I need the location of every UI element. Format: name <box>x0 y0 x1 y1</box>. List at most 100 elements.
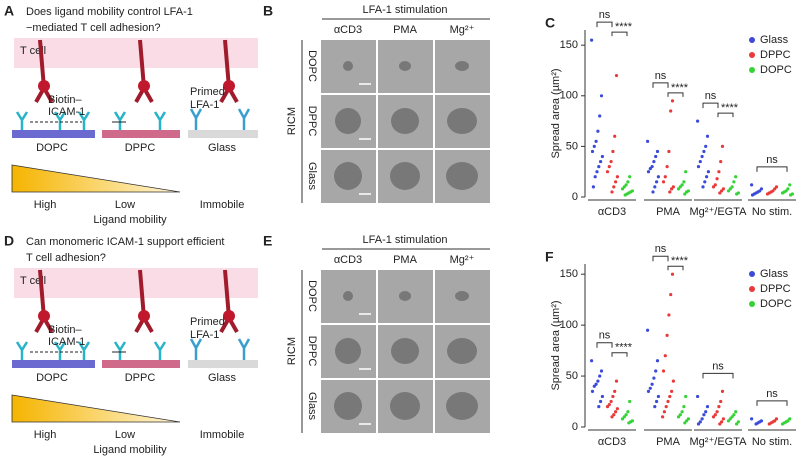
x-tick-label: No stim. <box>752 206 792 218</box>
legend-label: Glass <box>760 34 789 46</box>
legend-marker <box>749 67 755 73</box>
data-point <box>654 369 658 373</box>
data-point <box>599 369 604 373</box>
data-point <box>711 415 716 419</box>
data-point <box>646 170 651 174</box>
data-point <box>734 410 738 414</box>
data-point <box>765 192 770 196</box>
data-point <box>750 417 754 421</box>
x-tick-label: αCD3 <box>598 206 626 218</box>
antibody-head <box>38 310 50 322</box>
mobility-label: Low <box>115 199 135 211</box>
significance: ns <box>599 9 611 21</box>
mobility-wedge <box>11 394 181 423</box>
data-point <box>626 410 630 414</box>
data-point <box>628 399 632 404</box>
data-point <box>592 144 596 148</box>
legend-marker <box>749 37 755 43</box>
bracket <box>702 102 719 109</box>
data-point <box>592 384 596 388</box>
data-point <box>669 292 673 297</box>
data-point <box>655 149 660 154</box>
data-point <box>627 421 631 425</box>
column-label: Mg²⁺ <box>450 254 475 266</box>
legend-marker <box>749 52 755 58</box>
antibody-head <box>138 310 150 322</box>
cell-footprint <box>455 291 469 301</box>
receptor <box>189 338 203 360</box>
data-point <box>715 177 719 181</box>
data-point <box>676 187 681 191</box>
grid-header: LFA-1 stimulation <box>363 234 448 246</box>
data-point <box>671 379 676 383</box>
antibody-head <box>223 310 235 322</box>
data-point <box>623 193 627 197</box>
data-point <box>614 379 619 383</box>
data-point <box>590 389 595 393</box>
data-point <box>701 185 705 189</box>
surface-label: Glass <box>208 142 237 154</box>
significance: **** <box>671 82 689 94</box>
cell-footprint <box>343 61 353 71</box>
panel-letter: B <box>263 3 273 19</box>
data-point <box>661 415 665 419</box>
antibody-head <box>38 80 50 92</box>
data-point <box>662 410 667 414</box>
cell-footprint <box>335 108 361 134</box>
data-point <box>611 394 615 399</box>
data-point <box>666 399 670 404</box>
y-tick-label: 100 <box>560 90 578 102</box>
data-point <box>597 405 601 409</box>
data-point <box>780 422 785 426</box>
data-point <box>614 410 618 414</box>
ligand <box>53 111 67 130</box>
cell-band <box>14 38 258 68</box>
panel-letter: C <box>545 15 555 31</box>
data-point <box>593 175 597 179</box>
mobility-axis: Ligand mobility <box>93 214 167 226</box>
antibody-head <box>223 80 235 92</box>
cell-footprint <box>343 291 353 301</box>
x-tick-label: αCD3 <box>598 436 626 448</box>
legend-label: DOPC <box>760 64 792 76</box>
column-label: PMA <box>393 254 418 266</box>
data-point <box>610 190 614 194</box>
cell-footprint <box>446 162 478 190</box>
cell-footprint <box>447 338 477 364</box>
data-point <box>767 422 771 426</box>
legend-label: DPPC <box>760 49 791 61</box>
data-point <box>611 149 615 154</box>
legend-marker <box>749 271 755 277</box>
column-label: αCD3 <box>334 24 362 36</box>
data-point <box>718 191 722 195</box>
data-point <box>754 422 758 426</box>
data-point <box>599 399 603 404</box>
data-point <box>668 394 672 399</box>
x-tick-label: Mg²⁺/EGTA <box>690 206 748 218</box>
surface-label: DPPC <box>125 372 156 384</box>
bracket <box>667 92 684 97</box>
data-point <box>705 175 709 179</box>
data-point <box>719 159 723 164</box>
data-point <box>683 421 687 425</box>
surface-label: DPPC <box>125 142 156 154</box>
data-point <box>735 422 739 426</box>
surface-label: Glass <box>208 372 237 384</box>
bracket <box>652 82 669 88</box>
data-point <box>668 190 672 194</box>
data-point <box>711 185 716 189</box>
data-point <box>664 405 668 409</box>
data-point <box>704 410 708 414</box>
data-point <box>605 170 610 174</box>
membrane <box>102 360 180 368</box>
cell-footprint <box>391 108 419 134</box>
ligand-label: Biotin– <box>48 94 83 106</box>
data-point <box>718 422 722 426</box>
data-point <box>609 159 613 164</box>
mobility-label: Immobile <box>200 199 245 211</box>
data-point <box>700 417 704 421</box>
data-point <box>676 415 681 419</box>
cell-footprint <box>390 392 420 420</box>
data-point <box>670 389 674 393</box>
